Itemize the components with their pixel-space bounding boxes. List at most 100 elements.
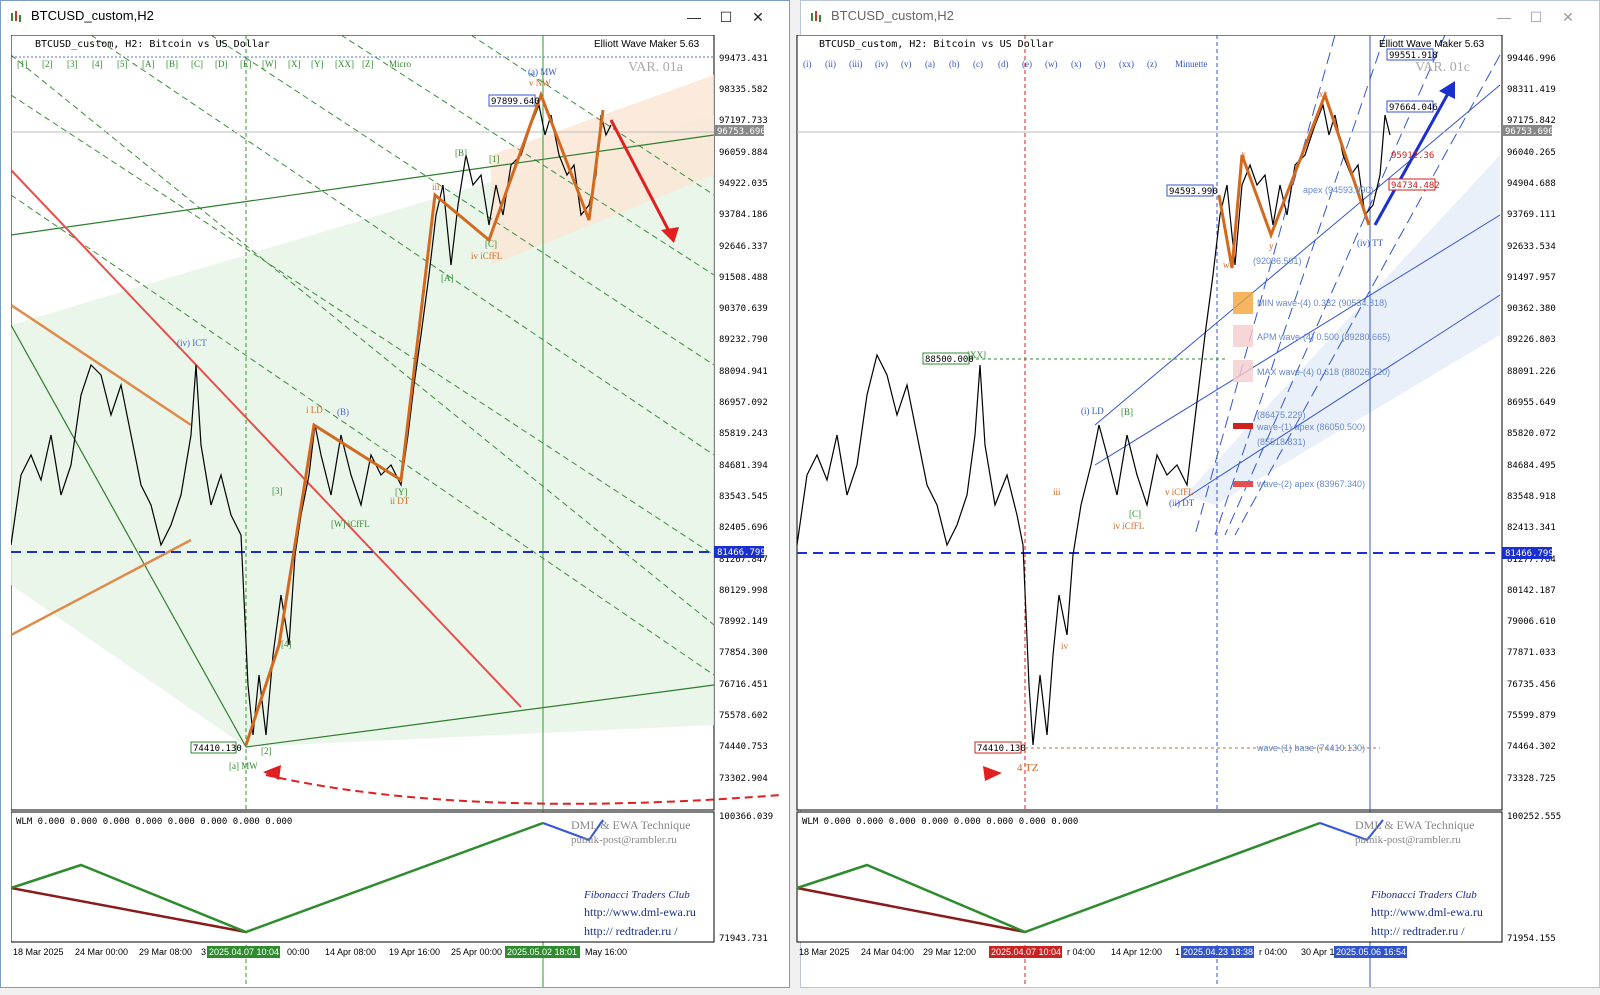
credit-line-1: DML & EWA Technique	[1355, 818, 1474, 832]
wave-button[interactable]: [B]	[166, 59, 178, 69]
price-box	[1388, 178, 1436, 191]
degree-label[interactable]: Minuette	[1175, 59, 1208, 69]
wave-button[interactable]: [3]	[67, 59, 78, 69]
price-tick: 88091.226	[1507, 367, 1556, 377]
wave-buttons[interactable]: [1] [2] [3] [4] [5] [A] [B] [C] [D] [E] …	[17, 59, 411, 69]
indicator-line-blue	[1319, 819, 1384, 842]
price-tick: 85819.243	[719, 429, 768, 439]
wave-label: v NW	[529, 78, 551, 88]
wave-button[interactable]: (e)	[1022, 59, 1032, 69]
close-button[interactable]: ✕	[1562, 9, 1574, 25]
price-tick: 86955.649	[1507, 398, 1556, 408]
wave-button[interactable]: [2]	[42, 59, 53, 69]
time-highlight	[1181, 946, 1254, 958]
wave-button[interactable]: [XX]	[335, 59, 354, 69]
wave-button[interactable]: [Z]	[362, 59, 374, 69]
wave-button[interactable]: [C]	[191, 59, 203, 69]
price-box-value: 97664.046	[1389, 103, 1438, 113]
current-price-value: 96753.690	[1505, 127, 1554, 137]
maximize-button[interactable]: ☐	[1529, 9, 1543, 25]
blue-channel-fill	[1185, 155, 1500, 505]
url-1[interactable]: http://www.dml-ewa.ru	[1371, 905, 1483, 919]
price-tick: 76716.451	[719, 680, 768, 690]
wave-button[interactable]: [W]	[262, 59, 277, 69]
url-1[interactable]: http://www.dml-ewa.ru	[584, 905, 696, 919]
title-bar[interactable]: BTCUSD_custom,H2 — ☐ ✕	[801, 1, 1599, 33]
wave-button[interactable]: (iv)	[875, 59, 888, 69]
wave-button[interactable]: [Y]	[311, 59, 324, 69]
fib-levels: (92086.501) MIN wave-(4) 0.382 (90534.81…	[1253, 185, 1390, 753]
wave-button[interactable]: (i)	[803, 59, 812, 69]
degree-label[interactable]: Micro	[389, 59, 411, 69]
title-bar[interactable]: BTCUSD_custom,H2 — ☐ ✕	[1, 1, 789, 33]
chart-canvas[interactable]: (92086.501) MIN wave-(4) 0.382 (90534.81…	[795, 35, 1595, 987]
var-label: VAR. 01a	[628, 60, 684, 75]
price-tick: 80129.998	[719, 586, 768, 596]
price-tick: 86957.092	[719, 398, 768, 408]
price-tick: 80142.187	[1507, 586, 1556, 596]
minimize-button[interactable]: —	[1497, 9, 1511, 25]
price-box-value: 94734.482	[1391, 181, 1440, 191]
wave-button[interactable]: (v)	[901, 59, 912, 69]
wave-button[interactable]: [D]	[215, 59, 228, 69]
price-tick: 75599.879	[1507, 711, 1556, 721]
price-tick: 85820.072	[1507, 429, 1556, 439]
price-box-value: 94593.990	[1169, 187, 1218, 197]
price-tick: 83543.545	[719, 492, 768, 502]
wave-button[interactable]: (c)	[973, 59, 983, 69]
wave-buttons[interactable]: (i) (ii) (iii) (iv) (v) (a) (b) (c) (d) …	[803, 59, 1208, 69]
wave-button[interactable]: (a)	[925, 59, 935, 69]
wave-label: v iCfFL	[1165, 487, 1194, 497]
price-tick: 79006.610	[1507, 617, 1556, 627]
url-2[interactable]: http:// redtrader.ru /	[584, 924, 678, 938]
time-tick: 1	[1175, 947, 1180, 957]
fib-level-label: wave-(2) apex (83967.340)	[1256, 479, 1365, 489]
indicator-bottom-value: 71943.731	[719, 934, 768, 944]
wave-button[interactable]: (xx)	[1119, 59, 1134, 69]
fib-level-label: (86475.229)	[1257, 410, 1306, 420]
wave-label: [3]	[272, 486, 283, 496]
wave-button[interactable]: (d)	[998, 59, 1009, 69]
url-2[interactable]: http:// redtrader.ru /	[1371, 924, 1465, 938]
minimize-button[interactable]: —	[687, 9, 701, 25]
price-tick: 91497.957	[1507, 273, 1556, 283]
low-price-label: 74410.130	[193, 744, 242, 754]
wave-button[interactable]: [X]	[288, 59, 301, 69]
time-tick: 18 Mar 2025	[799, 947, 850, 957]
close-button[interactable]: ✕	[752, 9, 764, 25]
wave-button[interactable]: (z)	[1147, 59, 1157, 69]
chart-window-left[interactable]: BTCUSD_custom,H2 — ☐ ✕	[0, 0, 790, 988]
time-tick: 2025.05.02 18:01	[507, 947, 577, 957]
price-axis: 99446.996 98311.419 97175.842 96040.265 …	[1507, 54, 1556, 784]
wave-button[interactable]: [5]	[117, 59, 128, 69]
wave-button[interactable]: (iii)	[849, 59, 863, 69]
green-fan-lines	[11, 35, 715, 676]
wave-button[interactable]: [1]	[17, 59, 28, 69]
chart-window-right[interactable]: BTCUSD_custom,H2 — ☐ ✕	[796, 0, 1600, 988]
wave-button[interactable]: (x)	[1071, 59, 1082, 69]
wave-button[interactable]: (w)	[1045, 59, 1058, 69]
wave-button[interactable]: (ii)	[825, 59, 836, 69]
high-price-label: 97899.640	[491, 97, 540, 107]
wave-button[interactable]: (y)	[1095, 59, 1106, 69]
price-tick: 97197.733	[719, 116, 768, 126]
green-channel-fill	[11, 115, 714, 747]
wave-button[interactable]: [4]	[92, 59, 103, 69]
time-tick: r 04:00	[1067, 947, 1095, 957]
credit-line-2: putnik-post@rambler.ru	[571, 834, 677, 846]
price-tick: 97175.842	[1507, 116, 1556, 126]
wave-label: (B)	[337, 407, 349, 417]
maximize-button[interactable]: ☐	[719, 9, 733, 25]
price-tick: 74464.302	[1507, 742, 1556, 752]
wave-button[interactable]: [E]	[240, 59, 252, 69]
hline-price-value: 81466.799	[1505, 549, 1554, 559]
time-highlight	[207, 946, 280, 958]
fib-zone-apex1	[1233, 423, 1253, 429]
green-channel-left	[11, 324, 247, 748]
wave-button[interactable]: [A]	[142, 59, 155, 69]
wlm-label: WLM 0.000 0.000 0.000 0.000 0.000 0.000 …	[802, 817, 1078, 827]
wave-button[interactable]: (b)	[949, 59, 960, 69]
chart-canvas[interactable]: BTCUSD_custom, H2: Bitcoin vs US Dollar …	[11, 35, 781, 987]
fib-zone-max	[1233, 360, 1253, 382]
time-tick: 14 Apr 08:00	[325, 947, 376, 957]
